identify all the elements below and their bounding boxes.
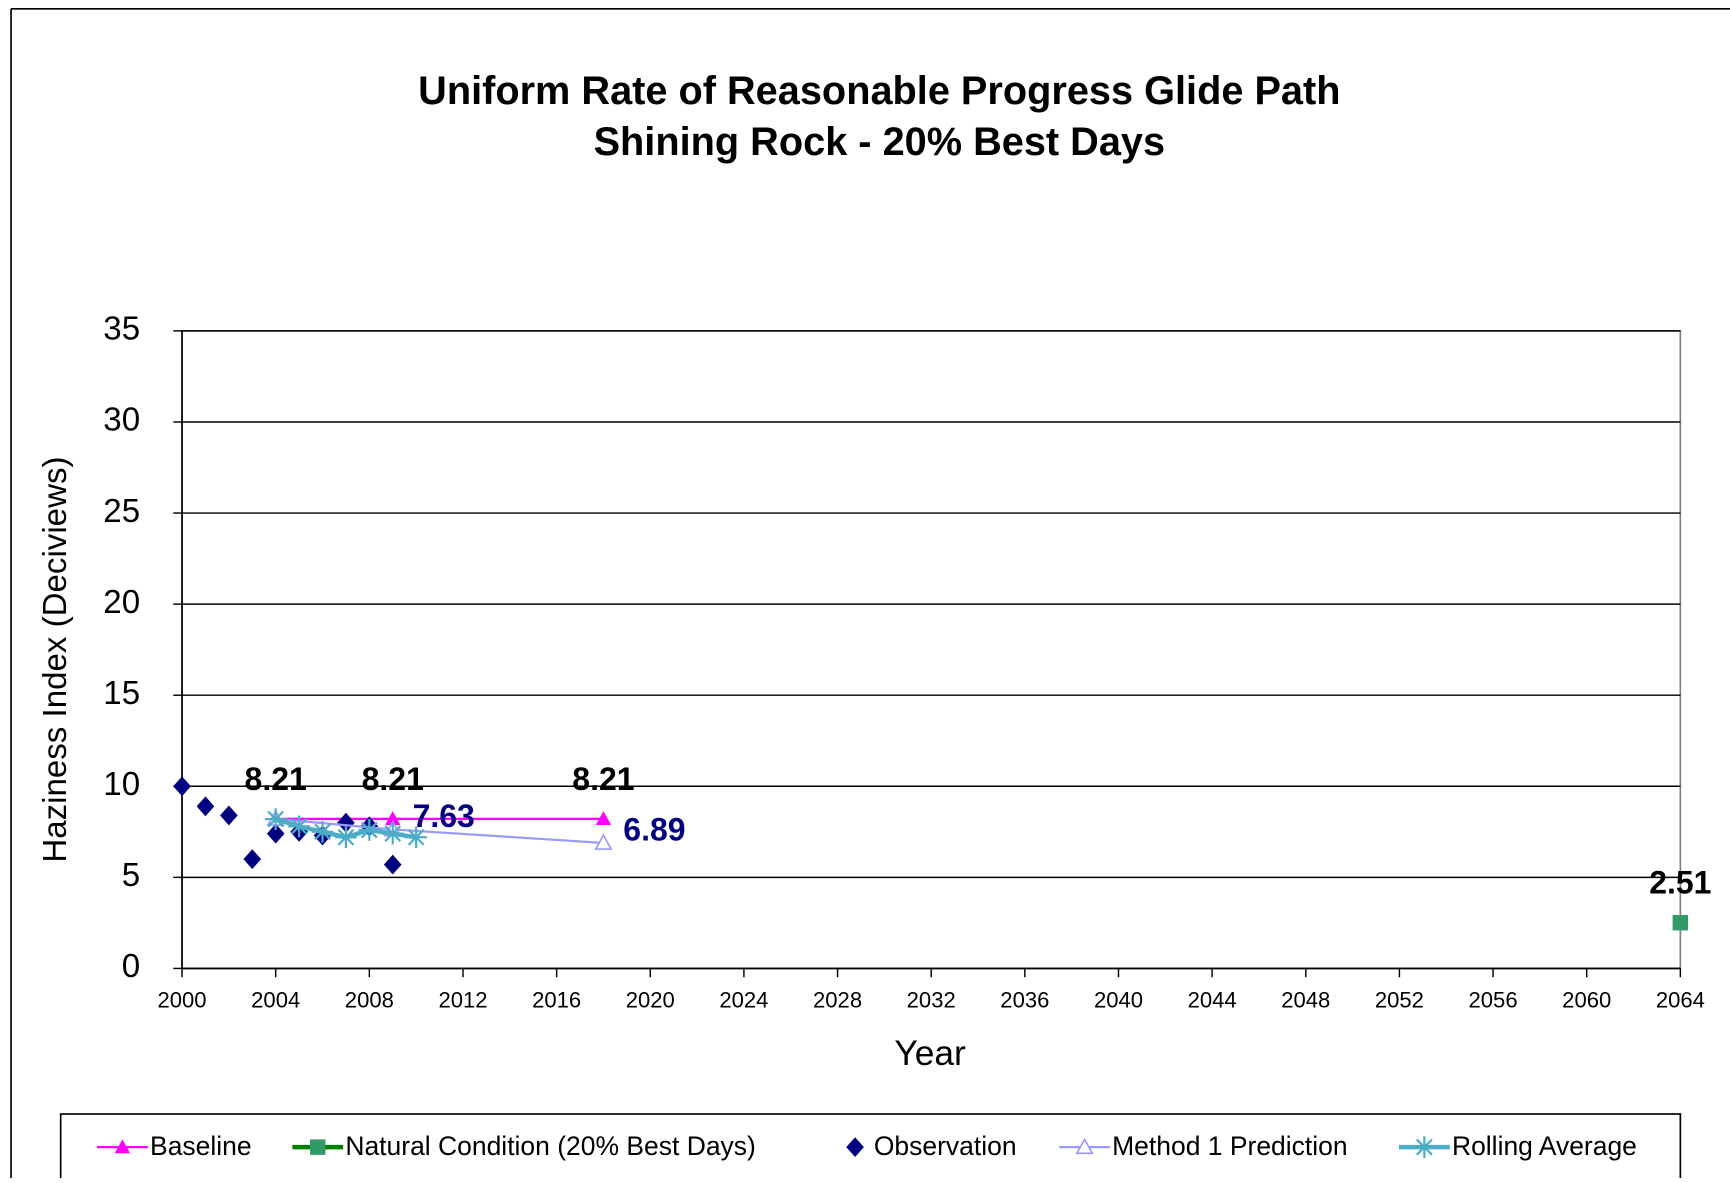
x-tick-label: 2004 [251,987,300,1012]
marker-shape [314,823,331,841]
x-tick-label: 2064 [1656,987,1705,1012]
marker-star [288,815,310,838]
data-label: 8.21 [362,761,424,797]
x-tick-label: 2036 [1000,987,1049,1012]
marker-diamond [337,812,355,833]
marker-shape [114,1139,131,1154]
marker-open-triangle [1075,1137,1094,1155]
marker-shape [220,805,238,826]
x-tick-label: 2024 [719,987,768,1012]
y-tick-label: 0 [122,948,140,985]
marker-square [1672,914,1689,931]
marker-diamond [173,776,191,797]
marker-shape [385,811,401,826]
marker-diamond [383,854,402,875]
marker-diamond [196,796,215,817]
legend-label: Rolling Average [1452,1131,1637,1161]
marker-star [335,826,357,849]
x-tick-label: 2052 [1375,987,1424,1012]
y-tick-label: 10 [103,766,140,803]
marker-triangle [595,811,612,826]
x-tick-label: 2040 [1094,987,1143,1012]
y-tick-label: 5 [122,857,140,894]
x-tick-label: 2044 [1188,987,1237,1012]
marker-triangle [385,811,401,826]
marker-shape [594,833,613,850]
marker-square [310,1139,326,1155]
marker-open-triangle [594,833,613,850]
marker-star [381,822,404,845]
marker-shape [360,821,378,839]
data-label: 2.51 [1649,865,1711,901]
marker-shape [595,811,612,826]
plot-area [181,330,1682,970]
y-tick-label: 20 [103,584,140,621]
x-tick-label: 2012 [438,987,487,1012]
x-tick-label: 2032 [907,987,956,1012]
marker-shape [290,818,308,835]
marker-shape [267,810,285,828]
marker-shape [337,828,355,846]
data-label: 8.21 [572,761,634,797]
marker-star [311,821,334,843]
marker-shape [173,776,191,797]
x-tick-label: 2056 [1469,987,1518,1012]
x-tick-label: 2016 [532,987,581,1012]
marker-diamond [220,805,238,826]
x-axis-label: Year [894,1034,966,1073]
y-axis-label: Haziness Index (Deciviews) [37,456,74,862]
marker-diamond [266,823,285,844]
y-tick-label: 30 [103,402,140,439]
x-tick-label: 2020 [626,987,675,1012]
marker-triangle [114,1139,131,1154]
marker-shape [1672,914,1689,931]
y-tick-label: 35 [103,311,140,348]
x-tick-label: 2060 [1562,987,1611,1012]
legend-label: Natural Condition (20% Best Days) [345,1131,756,1161]
marker-diamond [243,849,262,870]
x-tick-label: 2028 [813,987,862,1012]
x-tick-label: 2000 [158,987,207,1012]
marker-shape [310,1139,326,1155]
marker-shape [407,828,425,846]
marker-shape [243,849,262,870]
marker-star [405,826,427,849]
data-label: 7.63 [413,798,475,834]
y-tick-label: 15 [103,675,140,712]
marker-diamond [846,1137,864,1158]
marker-shape [383,854,402,875]
marker-shape [196,796,215,817]
legend-label: Observation [874,1131,1017,1161]
x-tick-label: 2048 [1281,987,1330,1012]
marker-shape [337,812,355,833]
legend-label: Baseline [150,1131,252,1161]
x-tick-label: 2008 [345,987,394,1012]
marker-star [264,808,287,830]
data-label: 6.89 [623,811,685,847]
data-label: 8.21 [245,761,307,797]
chart-subtitle: Shining Rock - 20% Best Days [594,120,1166,164]
chart-title: Uniform Rate of Reasonable Progress Glid… [418,69,1340,113]
marker-shape [1416,1138,1433,1156]
marker-shape [846,1137,864,1158]
marker-shape [266,823,285,844]
marker-star [1413,1136,1436,1158]
marker-shape [384,825,402,842]
legend-label: Method 1 Prediction [1112,1131,1347,1161]
marker-shape [1075,1137,1094,1155]
marker-star [358,819,381,841]
y-tick-label: 25 [103,493,140,530]
